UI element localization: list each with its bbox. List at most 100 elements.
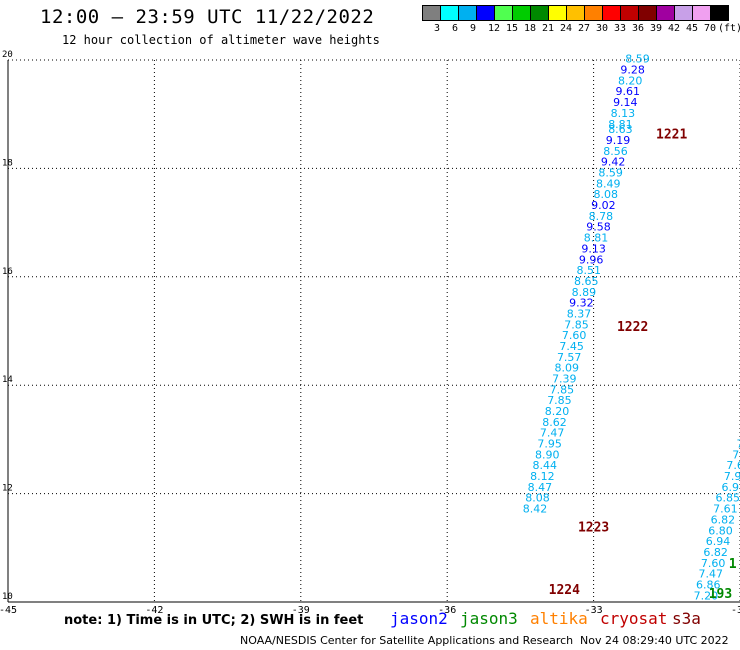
wave-height-value: 6.9 — [721, 481, 739, 494]
wave-height-value: 9.28 — [620, 64, 645, 77]
color-scale-label: 15 — [506, 23, 519, 34]
wave-height-value: 6.85 — [716, 492, 740, 505]
wave-height-value: 7. — [732, 448, 740, 461]
lat-tick-label: 14 — [2, 375, 13, 385]
lon-tick-label: -39 — [292, 605, 310, 616]
wave-height-value: 8.49 — [596, 177, 621, 190]
wave-height-value: 8.08 — [525, 492, 550, 505]
wave-height-value: 8.13 — [611, 107, 636, 120]
wave-height-value: 8.47 — [528, 481, 553, 494]
color-scale-label: 24 — [560, 23, 573, 34]
map-subtitle: 12 hour collection of altimeter wave hei… — [62, 33, 380, 47]
wave-height-value: 7.47 — [698, 568, 723, 581]
wave-height-value: 7.45 — [559, 340, 584, 353]
track-time-label: 1223 — [578, 521, 609, 536]
wave-height-value: 7.85 — [550, 383, 575, 396]
track-time-label: 1 — [729, 557, 737, 572]
wave-height-value: 8.62 — [542, 416, 567, 429]
wave-height-value: 9.02 — [591, 199, 616, 212]
wave-height-value: 8.20 — [618, 74, 643, 87]
wave-height-value: 8.44 — [533, 459, 558, 472]
wave-height-value: 7.47 — [540, 427, 565, 440]
wave-height-value: 8.09 — [555, 362, 580, 375]
color-scale-label: 36 — [632, 23, 645, 34]
wave-height-value: 8.59 — [625, 53, 650, 66]
note-text: note: 1) Time is in UTC; 2) SWH is in fe… — [64, 613, 364, 628]
wave-height-value: 8.89 — [572, 286, 597, 299]
wave-height-value: 6.82 — [711, 513, 736, 526]
color-scale-label: 45 — [686, 23, 699, 34]
color-scale-label: (ft) — [718, 23, 740, 34]
wave-height-value: 6.94 — [706, 535, 731, 548]
wave-height-value: 8.37 — [567, 307, 592, 320]
wave-height-value: 7.95 — [537, 438, 562, 451]
lat-tick-label: 12 — [2, 484, 13, 494]
wave-height-value: 7.61 — [713, 503, 738, 516]
color-scale-label: 18 — [524, 23, 537, 34]
satellite-s3a: s3a — [672, 609, 701, 628]
wave-height-value: 6.86 — [696, 578, 721, 591]
wave-height-value: 8.56 — [603, 145, 628, 158]
lon-tick-label: -36 — [438, 605, 456, 616]
wave-height-value: 8.08 — [594, 188, 619, 201]
satellite-jason2: jason2 — [390, 609, 448, 628]
wave-height-value: 6.82 — [703, 546, 728, 559]
color-swatch — [710, 5, 729, 21]
wave-height-value: 8.51 — [576, 264, 601, 277]
lat-tick-label: 20 — [2, 50, 13, 60]
color-scale-label: 70 — [704, 23, 717, 34]
footer-timestamp: Nov 24 08:29:40 UTC 2022 — [580, 634, 729, 647]
wave-height-value: 7.60 — [701, 557, 726, 570]
color-scale-label: 3 — [434, 23, 441, 34]
wave-height-value: 9.42 — [601, 156, 626, 169]
wave-height-value: 9.61 — [616, 85, 641, 98]
color-scale-label: 39 — [650, 23, 663, 34]
wave-height-value: 7.85 — [564, 318, 589, 331]
wave-height-value: 8.81 — [584, 232, 609, 245]
wave-height-value: 9.58 — [586, 221, 611, 234]
wave-height-value: 6.80 — [708, 524, 733, 537]
color-scale-labels: 3 6 9 12 15 18 21 24 27 30 33 36 39 42 45 70 (ft) — [422, 21, 740, 35]
wave-height-value: 9.96 — [579, 253, 604, 266]
wave-height-value: 7.9 — [724, 470, 740, 483]
satellite-altika: altika — [530, 609, 588, 628]
wave-height-value: 7.57 — [557, 351, 582, 364]
color-scale-label: 6 — [452, 23, 459, 34]
wave-height-value: 8.63 — [608, 123, 633, 136]
lat-tick-label: 16 — [2, 267, 13, 277]
wave-height-value: 8.59 — [598, 167, 623, 180]
wave-height-value: 9.14 — [613, 96, 638, 109]
satellite-cryosat: cryosat — [600, 609, 668, 628]
satellite-jason3: jason3 — [460, 609, 518, 628]
wave-height-value: 9.19 — [606, 134, 631, 147]
lon-tick-label: -33 — [585, 605, 603, 616]
map-title: 12:00 – 23:59 UTC 11/22/2022 — [40, 6, 375, 28]
track-time-label: 1224 — [549, 583, 580, 598]
wave-height-value: 8.12 — [530, 470, 555, 483]
wave-height-value: 7.39 — [552, 372, 577, 385]
color-scale-label: 30 — [596, 23, 609, 34]
color-scale-label: 33 — [614, 23, 627, 34]
wave-height-value: 7 — [737, 438, 740, 451]
track-time-label: 1222 — [617, 320, 648, 335]
wave-height-value: 7.85 — [547, 394, 572, 407]
color-scale-label: 21 — [542, 23, 555, 34]
wave-height-value: 8.65 — [574, 275, 599, 288]
wave-height-value: 7.60 — [562, 329, 587, 342]
wave-height-value: 8.78 — [589, 210, 614, 223]
color-scale-swatches — [422, 5, 729, 21]
color-scale-label: 12 — [488, 23, 501, 34]
lon-tick-label: -30 — [731, 605, 740, 616]
lat-tick-label: 10 — [2, 592, 13, 602]
color-scale-label: 42 — [668, 23, 681, 34]
wave-height-value: 7.20 — [694, 589, 719, 602]
wave-height-value: 7.6 — [726, 459, 740, 472]
map-frame — [8, 60, 740, 602]
wave-height-value: 8.42 — [523, 503, 548, 516]
wave-height-value: 8.90 — [535, 448, 560, 461]
lat-tick-label: 18 — [2, 158, 13, 168]
color-scale-label: 9 — [470, 23, 477, 34]
track-time-label: 1221 — [656, 128, 687, 143]
wave-height-value: 8.20 — [545, 405, 570, 418]
